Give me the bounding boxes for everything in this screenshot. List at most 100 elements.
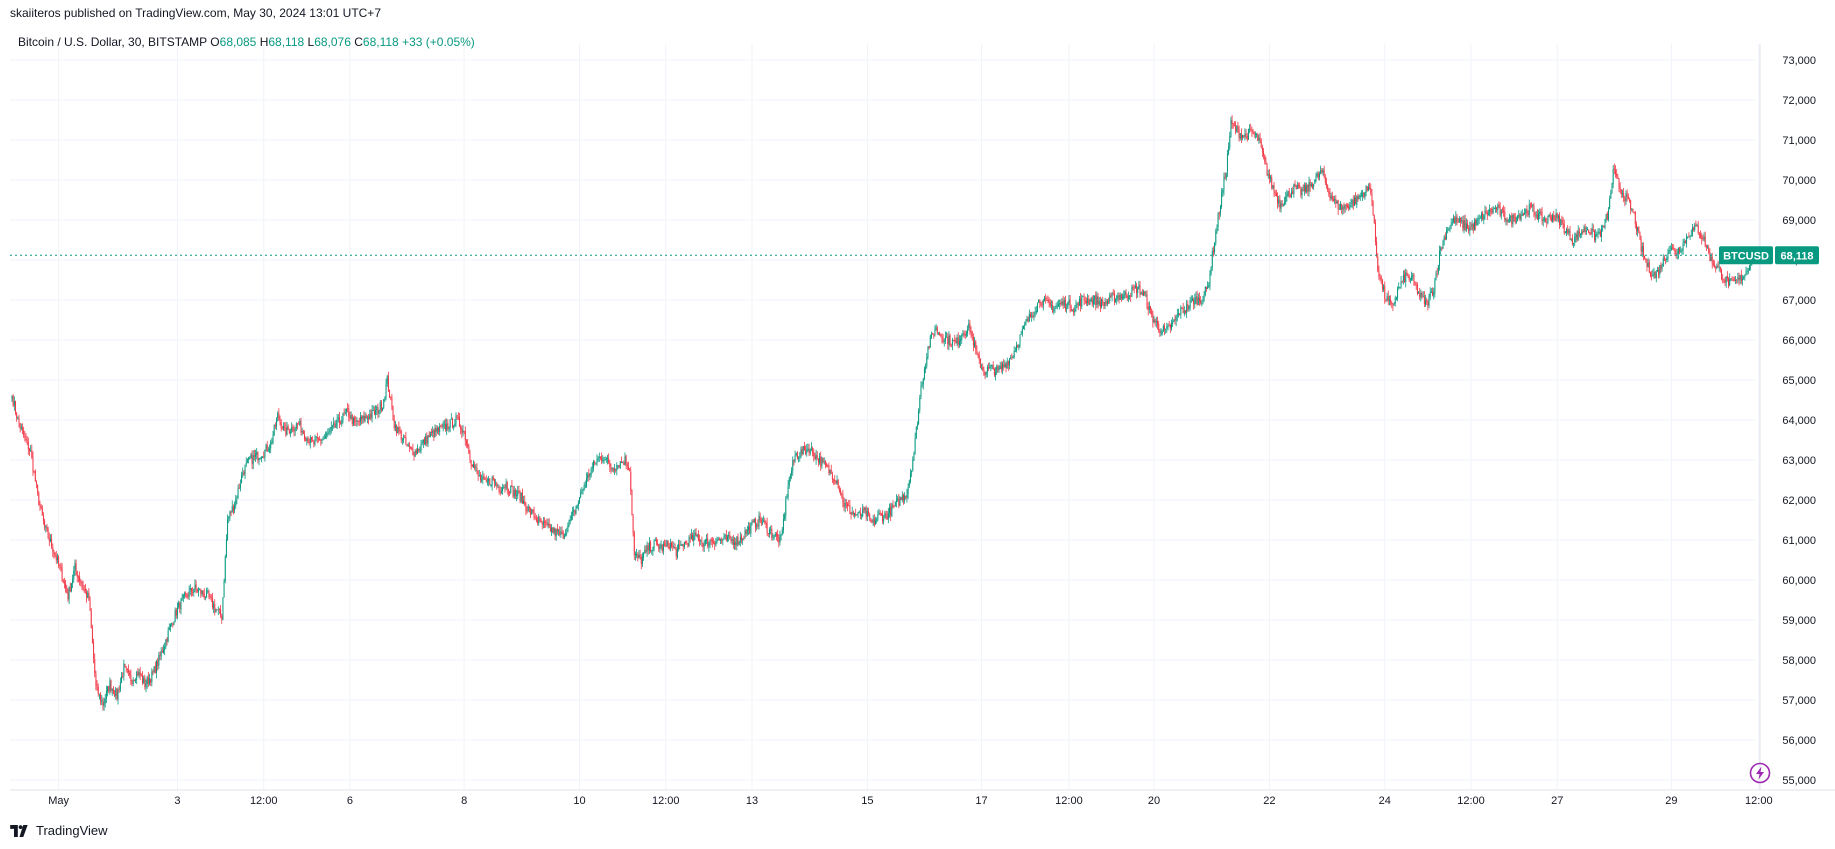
candle-body	[1534, 211, 1536, 216]
candle-body	[465, 441, 467, 444]
candle-body	[1701, 236, 1703, 240]
candle-body	[630, 471, 632, 491]
candle-body	[1585, 230, 1587, 233]
candle-body	[840, 490, 842, 494]
candle-body	[300, 421, 302, 433]
candle-body	[162, 649, 164, 653]
candle-body	[1251, 130, 1253, 132]
candle-body	[918, 409, 920, 425]
candle-body	[1091, 298, 1093, 305]
lightning-icon[interactable]	[1749, 762, 1771, 784]
candle-body	[1582, 230, 1584, 233]
candle-body	[1007, 360, 1009, 366]
y-tick-label: 60,000	[1782, 575, 1816, 587]
candle-body	[183, 593, 185, 596]
candle-body	[225, 538, 227, 557]
candle-body	[1133, 287, 1135, 289]
candle-body	[1009, 358, 1011, 366]
candle-body	[505, 482, 507, 488]
candle-body	[403, 437, 405, 440]
candle-body	[415, 450, 417, 454]
candle-body	[1606, 213, 1608, 220]
candle-body	[474, 464, 476, 469]
x-tick-label: 3	[174, 795, 180, 807]
candle-body	[1033, 314, 1035, 317]
price-axis[interactable]: 73,00072,00071,00070,00069,00068,00067,0…	[1782, 55, 1816, 787]
candle-body	[637, 554, 639, 559]
candle-body	[1235, 125, 1237, 132]
candle-body	[428, 435, 430, 437]
candle-body	[644, 549, 646, 554]
candle-body	[1327, 185, 1329, 191]
candle-body	[1151, 309, 1153, 315]
candle-body	[1563, 223, 1565, 234]
candle-body	[1471, 223, 1473, 227]
candle-body	[1578, 231, 1580, 234]
candle-body	[803, 446, 805, 451]
symbol-title[interactable]: Bitcoin / U.S. Dollar, 30, BITSTAMP	[18, 35, 207, 49]
candle-body	[1388, 299, 1390, 301]
candle-body	[626, 464, 628, 467]
candle-body	[909, 473, 911, 482]
candle-body	[26, 439, 28, 441]
time-axis[interactable]: May 3 12:00 6 8 10 12:00 13 15 17 12:00 20 22 24 12:00…	[48, 795, 1772, 807]
candle-body	[1669, 249, 1671, 251]
candle-body	[1360, 195, 1362, 196]
candle-body	[196, 589, 198, 592]
candle-body	[1626, 193, 1628, 197]
candle-body	[1707, 247, 1709, 249]
candle-body	[666, 540, 668, 546]
candle-body	[221, 615, 223, 620]
candle-body	[1426, 300, 1428, 302]
candle-body	[548, 523, 550, 527]
candle-body	[77, 576, 79, 578]
candle-body	[606, 458, 608, 459]
candle-body	[424, 438, 426, 445]
candle-body	[1365, 186, 1367, 193]
candle-body	[1249, 129, 1251, 130]
tradingview-logo-icon[interactable]	[10, 824, 30, 837]
candle-body	[871, 521, 873, 523]
candle-body	[136, 672, 138, 680]
y-tick-label: 67,000	[1782, 295, 1816, 307]
candle-body	[1274, 192, 1276, 194]
candle-body	[1419, 293, 1421, 298]
candle-body	[763, 520, 765, 523]
candle-body	[345, 408, 347, 412]
candle-body	[1042, 300, 1044, 306]
candle-body	[1188, 306, 1190, 309]
candle-body	[1025, 321, 1027, 326]
candle-body	[1261, 147, 1263, 152]
candle-body	[967, 329, 969, 334]
candle-body	[149, 678, 151, 684]
candle-body	[629, 469, 631, 472]
candle-body	[1475, 219, 1477, 226]
candle-body	[1166, 326, 1168, 329]
candle-body	[322, 438, 324, 440]
candle-body	[1343, 206, 1345, 209]
candle-body	[1095, 294, 1097, 305]
candle-body	[761, 522, 763, 524]
candle-body	[398, 426, 400, 432]
candle-body	[645, 549, 647, 552]
candle-body	[813, 452, 815, 457]
candle-body	[446, 423, 448, 431]
candle-body	[1212, 250, 1214, 253]
candle-body	[1440, 247, 1442, 251]
candle-body	[1624, 198, 1626, 202]
candle-body	[1282, 204, 1284, 206]
candle-body	[464, 430, 466, 441]
candle-body	[372, 409, 374, 411]
candle-body	[654, 539, 656, 541]
candle-body	[343, 413, 345, 415]
candle-body	[128, 669, 130, 672]
candle-body	[1439, 250, 1441, 266]
candle-body	[562, 532, 564, 539]
candle-body	[599, 456, 601, 458]
candle-body	[1089, 302, 1091, 305]
candle-body	[1377, 256, 1379, 271]
candle-body	[1351, 200, 1353, 204]
candle-body	[39, 505, 41, 507]
candle-body	[770, 529, 772, 531]
